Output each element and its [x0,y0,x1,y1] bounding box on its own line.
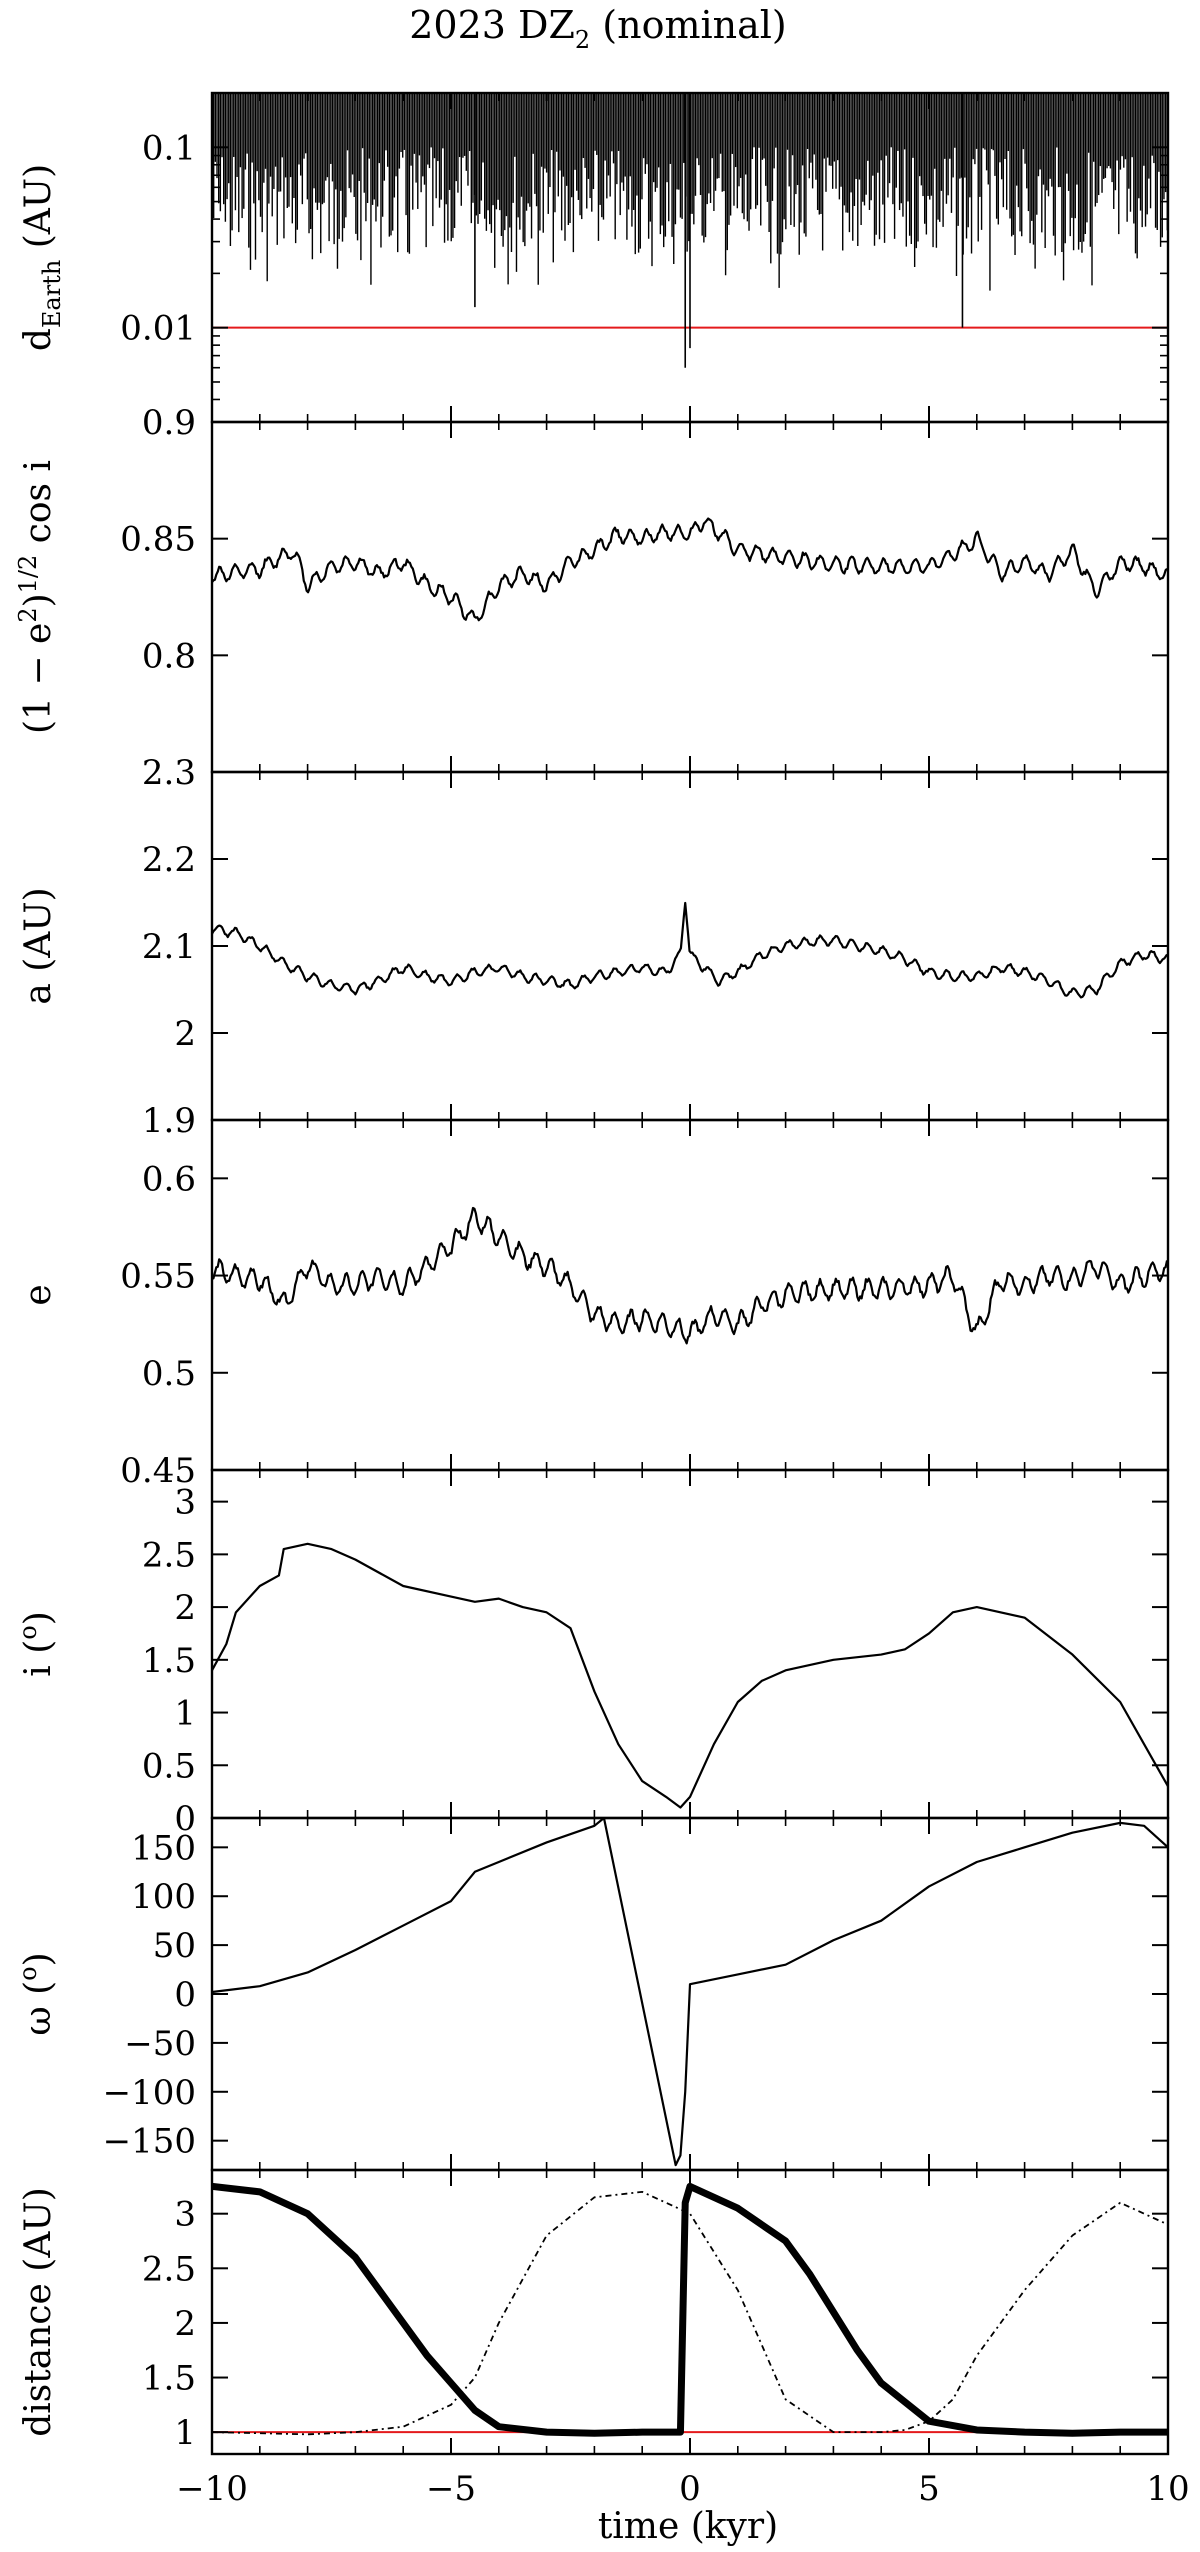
series-line-0 [212,2182,1168,2437]
panel-frame [210,1468,1170,1820]
series-line-1 [212,2190,1168,2436]
y-tick-label: 0 [174,1975,196,2015]
panel-i: 3 2.5 2 1.5 1 0.5 0 i (o) [14,1468,1170,1839]
y-tick-label: 2 [174,1014,196,1054]
panel-omega: 150 100 50 0 −50 −100 −150 ω (o) [14,1816,1170,2172]
panels: 0.1 0.01 dEarth (AU) 0.9 0.85 0.8 (1 − e2)1/2 … [14,91,1190,2509]
y-tick-label: 3 [174,2195,196,2235]
y-tick-label: 0.55 [120,1257,196,1297]
plot-area [212,2182,1168,2437]
y-tick-label: 0.5 [142,1746,196,1786]
y-tick-label: 3 [174,1483,196,1523]
y-tick-label: 100 [131,1877,196,1917]
series-line-0 [212,1818,1168,2167]
x-tick-label: −10 [176,2469,248,2509]
plot-area [212,1206,1168,1345]
x-tick-label: 10 [1146,2469,1189,2509]
y-tick-label: 1.5 [142,1641,196,1681]
panel-a: 2.3 2.2 2.1 2 1.9 a (AU) [18,753,1170,1141]
y-tick-label: 1 [174,2413,196,2453]
x-tick-label: 5 [918,2469,940,2509]
y-tick-label: −150 [103,2122,196,2162]
y-tick-label: 2.5 [142,1535,196,1575]
plot-area [212,901,1168,999]
panel-kozai: 0.9 0.85 0.8 (1 − e2)1/2 cos i [14,403,1170,774]
y-tick-label: 50 [153,1926,196,1966]
y-tick-label: −100 [103,2073,196,2113]
plot-area [212,1818,1168,2167]
y-tick-label: 2 [174,1588,196,1628]
panel-distance: −10 −5 0 5 10 3 2.5 2 1.5 1 distance (AU) [18,2168,1190,2509]
y-tick-label: 0.01 [120,309,196,349]
y-tick-label: 0.45 [120,1451,196,1491]
series-line-0 [212,1206,1168,1345]
y-axis-label: e [18,1284,59,1305]
plot-area [212,1542,1168,1809]
y-tick-label: 0.1 [142,128,196,168]
y-tick-label: 0.8 [142,636,196,676]
chart-title: 2023 DZ2 (nominal) [409,3,787,54]
panel-e: 0.6 0.55 0.5 0.45 e [18,1118,1170,1491]
y-tick-label: 0.85 [120,520,196,560]
y-tick-label: 1 [174,1694,196,1734]
plot-area [212,517,1168,622]
y-tick-label: 2.1 [142,927,196,967]
y-tick-label: 0.6 [142,1159,196,1199]
y-tick-label: 2.5 [142,2249,196,2289]
y-axis-label: ω (o) [14,1952,59,2035]
x-axis-label: time (kyr) [598,2506,778,2547]
y-axis-label: distance (AU) [18,2187,59,2437]
panel-frame [210,1118,1170,1472]
y-tick-label: 1.9 [142,1101,196,1141]
y-tick-label: 1.5 [142,2359,196,2399]
panel-frame [210,2168,1170,2456]
y-tick-label: 2 [174,2304,196,2344]
plot-area [212,93,1168,368]
y-axis-label: i (o) [14,1611,59,1677]
y-axis-label: dEarth (AU) [18,164,66,351]
y-tick-label: 2.2 [142,840,196,880]
y-tick-label: 0 [174,1799,196,1839]
x-tick-label: −5 [426,2469,476,2509]
y-axis-label: a (AU) [18,887,59,1004]
y-tick-label: 0.5 [142,1354,196,1394]
y-tick-label: 0.9 [142,403,196,443]
panel-frame [210,420,1170,774]
panel-dEarth: 0.1 0.01 dEarth (AU) [18,91,1170,424]
y-axis-label: (1 − e2)1/2 cos i [14,460,59,734]
series-line-0 [212,901,1168,999]
series-line-0 [212,517,1168,622]
y-tick-label: 150 [131,1828,196,1868]
x-tick-label: 0 [679,2469,701,2509]
series-line-0 [212,1542,1168,1809]
y-tick-label: −50 [124,2024,196,2064]
y-tick-label: 2.3 [142,753,196,793]
